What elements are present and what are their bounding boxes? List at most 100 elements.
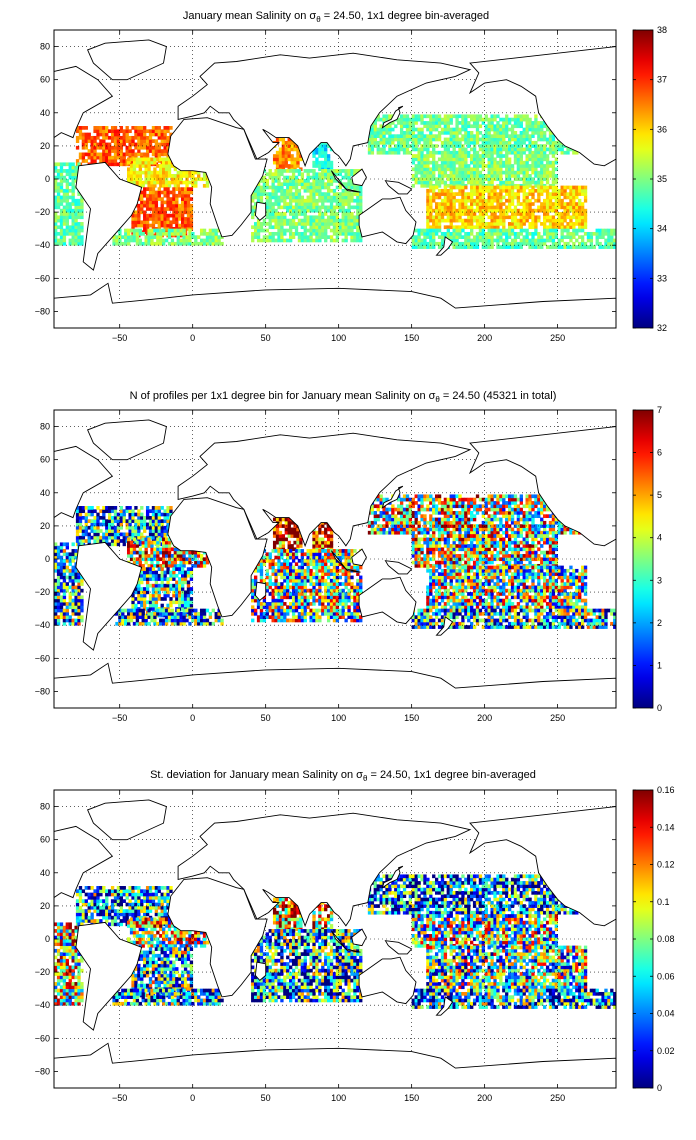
bin-cell	[167, 228, 172, 233]
bin-cell	[475, 117, 480, 122]
bin-cell	[315, 228, 319, 233]
bin-cell	[74, 165, 78, 170]
bin-cell	[370, 127, 375, 132]
bin-cell	[452, 185, 456, 190]
bin-cell	[300, 179, 305, 183]
bin-cell	[217, 235, 221, 239]
bin-cell	[129, 157, 134, 162]
bin-cell	[531, 167, 535, 172]
bin-cell	[443, 137, 448, 142]
bin-cell	[519, 150, 523, 155]
bin-cell	[408, 137, 413, 142]
bin-cell	[183, 200, 188, 205]
bin-cell	[583, 222, 588, 226]
bin-cell	[154, 509, 159, 514]
bin-cell	[455, 235, 459, 239]
bin-cell	[110, 519, 115, 523]
bin-cell	[75, 512, 80, 517]
bin-cell	[71, 235, 75, 239]
bin-cell	[356, 198, 360, 203]
bin-cell	[321, 175, 325, 180]
bin-cell	[487, 208, 491, 213]
bin-cell	[265, 205, 269, 210]
bin-cell	[291, 222, 296, 226]
bin-cell	[128, 145, 132, 150]
bin-cell	[173, 174, 178, 178]
bin-cell	[113, 532, 118, 537]
bin-cell	[175, 217, 179, 221]
bin-cell	[385, 150, 389, 155]
bin-cell	[306, 182, 310, 187]
bin-cell	[166, 223, 170, 228]
bin-cell	[563, 205, 567, 210]
bin-cell	[286, 208, 290, 213]
bin-cell	[437, 114, 442, 119]
bin-cell	[137, 223, 141, 228]
bin-cell	[286, 202, 290, 206]
bin-cell	[140, 139, 144, 143]
bin-cell	[426, 177, 430, 182]
bin-cell	[96, 155, 100, 160]
bin-cell	[148, 593, 153, 598]
bin-cell	[119, 126, 124, 130]
bin-cell	[277, 215, 281, 220]
landmass-north-america-east-of-dateline-	[468, 46, 616, 167]
bin-cell	[502, 144, 506, 148]
bin-cell	[332, 208, 337, 213]
bin-cell	[119, 159, 124, 163]
bin-cell	[443, 212, 448, 216]
bin-cell	[534, 222, 538, 226]
bin-cell	[143, 567, 147, 571]
bin-cell	[446, 144, 450, 148]
bin-cell	[108, 529, 112, 533]
bin-cell	[531, 245, 535, 249]
bin-cell	[147, 563, 151, 568]
bin-cell	[388, 137, 392, 142]
bin-cell	[470, 245, 474, 249]
bin-cell	[434, 205, 439, 210]
bin-cell	[175, 203, 179, 208]
bin-cell	[344, 235, 348, 239]
bin-cell	[434, 127, 439, 132]
bin-cell	[405, 134, 410, 139]
bin-cell	[519, 185, 523, 190]
bin-cell	[461, 180, 465, 185]
bin-cell	[274, 179, 278, 183]
bin-cell	[467, 164, 471, 168]
bin-cell	[68, 215, 72, 220]
bin-cell	[332, 205, 337, 210]
bin-cell	[175, 197, 179, 201]
bin-cell	[461, 185, 465, 190]
bin-cell	[545, 228, 550, 233]
bin-cell	[449, 134, 453, 139]
bin-cell	[417, 177, 421, 182]
bin-cell	[493, 212, 497, 216]
bin-cell	[115, 235, 119, 239]
bin-cell	[575, 231, 579, 236]
bin-cell	[499, 137, 503, 142]
bin-cell	[554, 167, 559, 172]
bin-cell	[458, 167, 462, 172]
bin-cell	[452, 238, 456, 243]
bin-cell	[303, 182, 307, 187]
bin-cell	[122, 532, 126, 537]
bin-cell	[167, 547, 172, 552]
bin-cell	[113, 542, 118, 547]
bin-cell	[537, 192, 541, 196]
bin-cell	[338, 218, 342, 223]
bin-cell	[175, 597, 179, 601]
bin-cell	[321, 202, 325, 206]
bin-cell	[141, 540, 145, 545]
bin-cell	[135, 544, 140, 548]
bin-cell	[350, 169, 354, 173]
bin-cell	[271, 235, 275, 239]
bin-cell	[572, 231, 576, 236]
bin-cell	[315, 225, 319, 230]
bin-cell	[566, 215, 570, 220]
bin-cell	[467, 150, 471, 155]
bin-cell	[271, 192, 275, 196]
bin-cell	[522, 130, 526, 135]
bin-cell	[71, 228, 75, 233]
bin-cell	[455, 174, 459, 178]
bin-cell	[499, 147, 503, 152]
